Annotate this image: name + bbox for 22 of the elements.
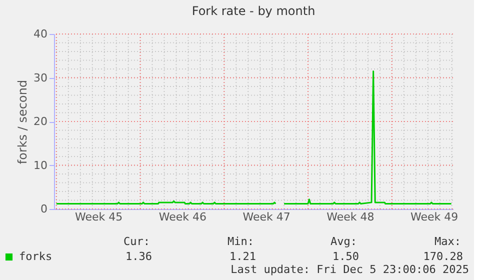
- y-tick-label: 40: [34, 28, 48, 40]
- x-tick-label: Week 49: [410, 210, 458, 224]
- text: 1.50: [332, 250, 359, 263]
- text: 1.21: [230, 250, 256, 263]
- text: 170.28: [423, 250, 463, 263]
- chart-title: Fork rate - by month: [192, 4, 316, 18]
- y-tick-label: 0: [40, 202, 48, 216]
- y-tick-label: 10: [34, 158, 48, 172]
- y-axis-title: forks / second: [16, 80, 30, 164]
- x-tick-label: Week 46: [158, 210, 207, 224]
- text: Min:: [228, 235, 254, 248]
- y-tick-label: 20: [34, 115, 48, 128]
- legend-label: forks: [19, 250, 52, 263]
- y-tick-label: 30: [34, 71, 48, 84]
- x-tick-label: Week 45: [75, 210, 123, 224]
- x-tick-label: Week 48: [326, 210, 374, 224]
- text: Max:: [434, 235, 461, 248]
- x-tick-label: Week 47: [242, 210, 290, 224]
- text: Avg:: [330, 235, 357, 248]
- text: Last update: Fri Dec 5 23:00:06 2025: [230, 263, 469, 276]
- text: 1.36: [126, 250, 152, 263]
- text: Cur:: [124, 235, 150, 248]
